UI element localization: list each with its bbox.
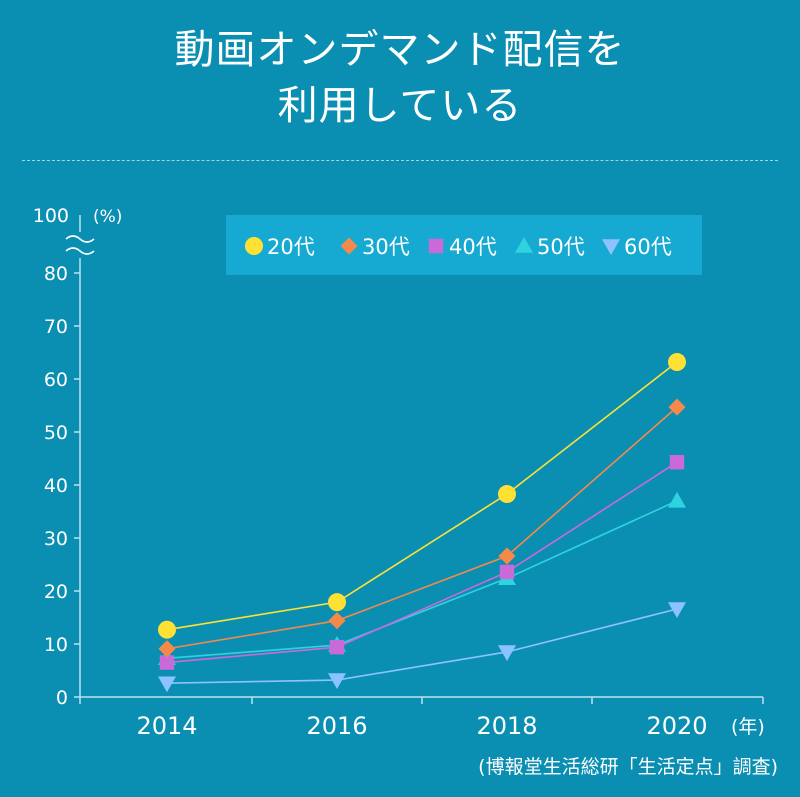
- chart-series-lines: [166, 361, 678, 685]
- y-tick-label: 10: [44, 634, 68, 656]
- legend-label: 50代: [537, 235, 585, 259]
- legend-label: 20代: [267, 235, 315, 259]
- y-tick-label: 0: [56, 687, 68, 709]
- data-point-square: [428, 238, 444, 254]
- y-tick-label: 50: [44, 422, 68, 444]
- data-point-square: [329, 639, 345, 655]
- y-break-label: 100: [33, 205, 69, 227]
- legend-label: 30代: [362, 235, 410, 259]
- y-tick-label: 80: [44, 263, 68, 285]
- series-line: [166, 406, 678, 650]
- data-point-circle: [158, 620, 176, 639]
- x-tick-label: 2014: [136, 712, 197, 740]
- data-point-triangle-up: [515, 237, 533, 253]
- x-tick-label: 2020: [646, 712, 707, 740]
- data-point-circle: [498, 485, 516, 504]
- data-point-circle: [668, 353, 686, 372]
- data-point-triangle-up: [668, 491, 686, 508]
- data-point-square: [669, 455, 685, 470]
- legend-label: 60代: [624, 235, 672, 259]
- y-tick-label: 40: [44, 475, 68, 497]
- data-point-diamond: [668, 398, 686, 416]
- legend-box: [226, 215, 702, 275]
- x-tick-label: 2018: [476, 712, 537, 740]
- data-point-triangle-down: [328, 673, 346, 690]
- data-point-diamond: [498, 547, 516, 565]
- data-point-diamond: [340, 237, 358, 255]
- y-tick-label: 30: [44, 528, 68, 550]
- x-tick-label: 2016: [306, 712, 367, 740]
- series-line: [166, 608, 678, 685]
- data-point-circle: [328, 593, 346, 612]
- chart-legend: 20代 30代 40代 50代 60代: [226, 215, 702, 275]
- chart-title: 動画オンデマンド配信を 利用している: [0, 22, 800, 134]
- data-point-triangle-down: [602, 239, 620, 255]
- series-line: [166, 461, 678, 664]
- title-line-2: 利用している: [277, 83, 523, 129]
- data-point-diamond: [158, 640, 176, 658]
- data-point-square: [499, 564, 515, 580]
- data-point-triangle-down: [498, 645, 516, 661]
- series-line: [166, 361, 678, 631]
- data-point-triangle-down: [668, 602, 686, 619]
- data-point-diamond: [328, 612, 346, 630]
- y-axis-break-mark: [65, 247, 95, 255]
- y-tick-label: 60: [44, 369, 68, 391]
- chart-axes: 0 10 20 30 40 50 60 70 80 100 (%) 2014 2016 2018 2020 (…: [33, 205, 765, 740]
- title-line-1: 動画オンデマンド配信を: [174, 27, 626, 73]
- x-axis-unit-label: (年): [731, 716, 765, 738]
- source-note: (博報堂生活総研「生活定点」調査): [478, 756, 778, 778]
- data-point-triangle-down: [158, 676, 176, 693]
- title-divider: [22, 160, 778, 161]
- y-axis-unit-label: (%): [93, 207, 122, 227]
- chart-series-markers: [158, 353, 686, 693]
- y-tick-label: 70: [44, 316, 68, 338]
- y-tick-label: 20: [44, 581, 68, 603]
- data-point-circle: [245, 237, 263, 255]
- series-line: [166, 500, 678, 660]
- y-axis-break-mark: [65, 235, 95, 243]
- legend-label: 40代: [449, 235, 497, 259]
- data-point-square: [159, 655, 175, 670]
